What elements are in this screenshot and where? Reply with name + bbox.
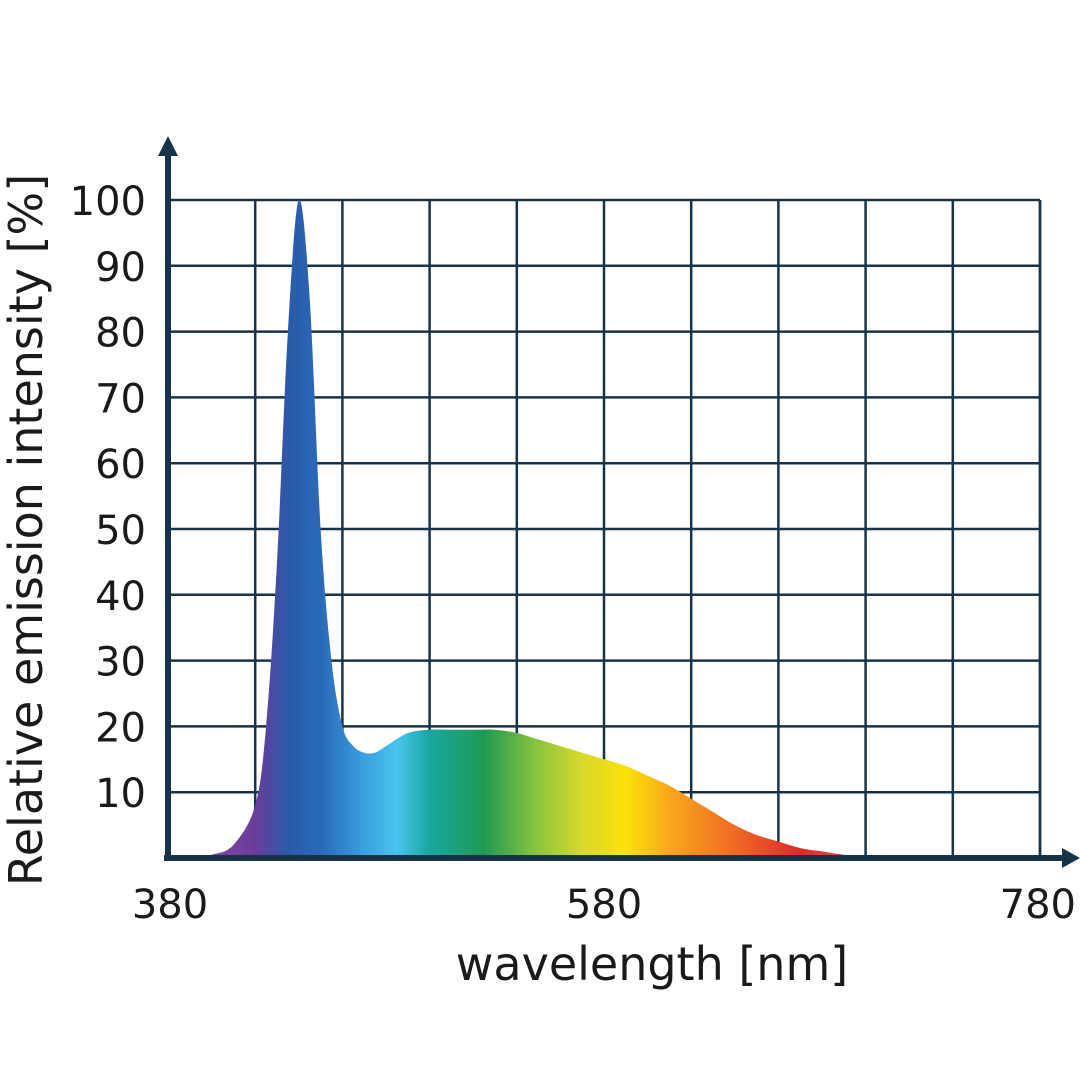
y-tick-label: 40 xyxy=(95,574,146,620)
x-tick-labels: 380 580 780 xyxy=(132,882,1076,928)
y-tick-label: 100 xyxy=(70,179,146,225)
y-tick-label: 70 xyxy=(95,376,146,422)
x-tick-label: 780 xyxy=(1000,882,1076,928)
axes xyxy=(158,136,1080,868)
y-axis-title: Relative emission intensity [%] xyxy=(0,174,53,886)
y-tick-label: 20 xyxy=(95,705,146,751)
y-tick-label: 10 xyxy=(95,771,146,817)
y-tick-label: 50 xyxy=(95,508,146,554)
x-tick-label: 580 xyxy=(566,882,642,928)
y-tick-label: 60 xyxy=(95,442,146,488)
x-axis-title: wavelength [nm] xyxy=(456,937,848,991)
x-tick-label: 380 xyxy=(132,882,208,928)
y-tick-label: 80 xyxy=(95,311,146,357)
y-axis-arrow-icon xyxy=(158,136,178,156)
y-tick-label: 90 xyxy=(95,245,146,291)
x-axis-arrow-icon xyxy=(1062,848,1080,868)
y-tick-labels: 10 20 30 40 50 60 70 80 90 100 xyxy=(70,179,146,817)
y-tick-label: 30 xyxy=(95,640,146,686)
emission-spectrum-area xyxy=(189,199,910,858)
